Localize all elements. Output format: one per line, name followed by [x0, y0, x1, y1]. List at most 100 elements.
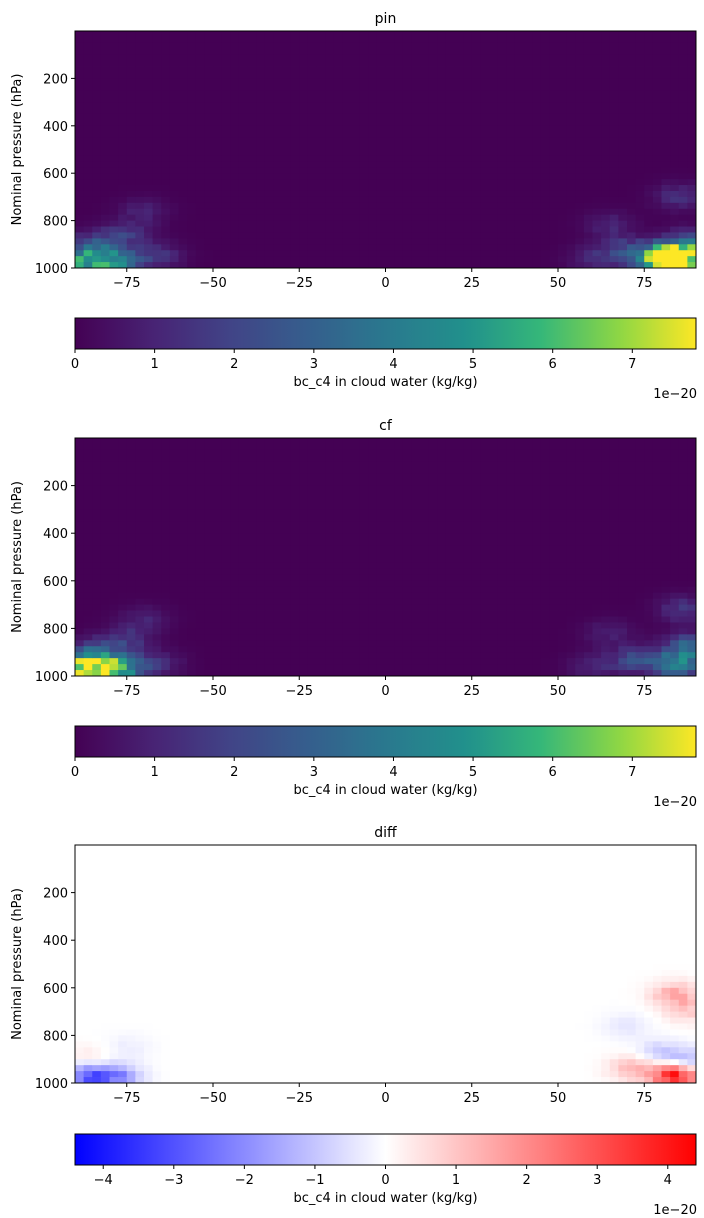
heatmap-cell [273, 262, 283, 269]
heatmap-cell [402, 161, 412, 168]
heatmap-cell [497, 250, 507, 257]
heatmap-cell [256, 202, 266, 210]
heatmap-cell [497, 190, 507, 198]
heatmap-cell [75, 868, 85, 882]
heatmap-cell [100, 580, 110, 588]
heatmap-cell [359, 449, 369, 463]
heatmap-cell [506, 185, 516, 192]
heatmap-cell [445, 196, 455, 204]
heatmap-cell [566, 149, 576, 156]
heatmap-cell [187, 892, 197, 905]
heatmap-cell [549, 598, 559, 605]
heatmap-cell [316, 586, 326, 594]
heatmap-cell [256, 220, 266, 227]
heatmap-cell [307, 31, 317, 44]
heatmap-cell [420, 113, 430, 127]
heatmap-cell [238, 262, 248, 269]
heatmap-cell [454, 90, 464, 103]
heatmap-cell [583, 161, 593, 168]
heatmap-cell [678, 628, 688, 635]
heatmap-cell [471, 628, 481, 635]
heatmap-cell [75, 497, 85, 510]
heatmap-cell [687, 244, 697, 251]
heatmap-cell [83, 964, 93, 971]
heatmap-cell [135, 598, 145, 605]
heatmap-cell [290, 557, 300, 564]
heatmap-cell [549, 173, 559, 180]
heatmap-cell [635, 190, 645, 198]
heatmap-cell [601, 652, 611, 659]
heatmap-cell [290, 568, 300, 576]
heatmap-cell [437, 557, 447, 564]
heatmap-cell [195, 987, 205, 995]
heatmap-cell [83, 940, 93, 953]
heatmap-cell [670, 592, 680, 600]
heatmap-cell [428, 185, 438, 192]
heatmap-cell [428, 179, 438, 186]
heatmap-cell [471, 473, 481, 486]
heatmap-cell [497, 574, 507, 582]
heatmap-cell [152, 568, 162, 576]
heatmap-cell [230, 664, 240, 671]
heatmap-cell [307, 179, 317, 186]
heatmap-cell [247, 232, 257, 239]
heatmap-cell [437, 66, 447, 79]
heatmap-cell [83, 179, 93, 186]
heatmap-cell [213, 190, 223, 198]
heatmap-cell [463, 485, 473, 498]
heatmap-cell [75, 485, 85, 498]
heatmap-cell [247, 557, 257, 564]
heatmap-cell [152, 31, 162, 44]
heatmap-cell [213, 670, 223, 677]
heatmap-cell [307, 545, 317, 558]
heatmap-cell [92, 586, 102, 594]
heatmap-cell [514, 616, 524, 623]
heatmap-cell [454, 652, 464, 659]
heatmap-cell [144, 1023, 154, 1030]
heatmap-cell [195, 167, 205, 174]
heatmap-cell [273, 208, 283, 216]
heatmap-cell [523, 557, 533, 564]
heatmap-cell [118, 999, 128, 1007]
heatmap-cell [169, 952, 179, 965]
heatmap-cell [644, 202, 654, 210]
heatmap-cell [325, 461, 335, 475]
heatmap-cell [221, 54, 231, 67]
heatmap-cell [445, 214, 455, 222]
heatmap-cell [135, 226, 145, 233]
heatmap-cell [351, 244, 361, 251]
heatmap-cell [83, 604, 93, 611]
heatmap-cell [514, 137, 524, 150]
heatmap-cell [152, 102, 162, 115]
heatmap-cell [247, 628, 257, 635]
heatmap-cell [687, 568, 697, 576]
heatmap-cell [118, 1077, 128, 1084]
heatmap-cell [238, 449, 248, 463]
heatmap-cell [333, 185, 343, 192]
heatmap-cell [480, 238, 490, 245]
heatmap-cell [489, 220, 499, 227]
heatmap-cell [351, 568, 361, 576]
heatmap-cell [618, 438, 628, 451]
heatmap-cell [420, 125, 430, 139]
heatmap-cell [126, 497, 136, 510]
heatmap-cell [238, 928, 248, 941]
x-tick-label: −50 [199, 276, 226, 291]
heatmap-cell [307, 622, 317, 629]
heatmap-cell [333, 208, 343, 216]
heatmap-cell [247, 640, 257, 647]
heatmap-cell [575, 232, 585, 239]
heatmap-cell [445, 244, 455, 251]
heatmap-cell [126, 485, 136, 498]
heatmap-cell [92, 975, 102, 983]
heatmap-cell [247, 149, 257, 156]
heatmap-cell [83, 993, 93, 1001]
heatmap-cell [109, 557, 119, 564]
heatmap-cell [627, 125, 637, 139]
heatmap-cell [644, 173, 654, 180]
heatmap-cell [480, 149, 490, 156]
heatmap-cell [325, 568, 335, 576]
heatmap-cell [100, 1047, 110, 1054]
heatmap-cell [126, 658, 136, 665]
heatmap-cell [497, 232, 507, 239]
